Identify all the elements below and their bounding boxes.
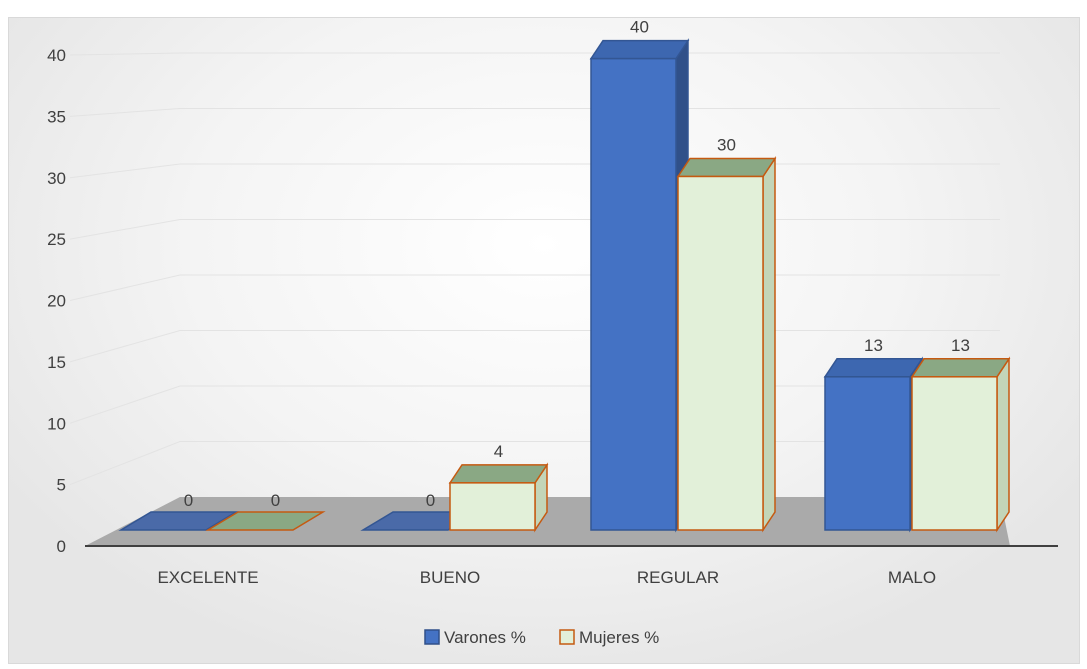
gridline — [69, 163, 1000, 179]
bar-top — [448, 464, 549, 484]
bar-front — [449, 482, 536, 531]
data-label: 13 — [951, 336, 970, 355]
data-label: 13 — [864, 336, 883, 355]
y-tick-label: 25 — [47, 230, 66, 249]
bar-front — [677, 175, 764, 531]
y-tick-label: 15 — [47, 353, 66, 372]
legend-swatch — [424, 629, 440, 645]
bar-front — [911, 376, 998, 531]
x-category-label: EXCELENTE — [157, 568, 258, 587]
y-tick-label: 30 — [47, 169, 66, 188]
bar — [448, 462, 549, 533]
data-label: 30 — [717, 135, 736, 154]
legend-label: Varones % — [444, 628, 526, 647]
gridline — [69, 52, 1000, 56]
y-tick-label: 40 — [47, 46, 66, 65]
bar-top — [910, 358, 1011, 378]
x-category-label: MALO — [888, 568, 936, 587]
data-label: 4 — [494, 442, 503, 461]
y-tick-label: 5 — [57, 476, 66, 495]
y-tick-label: 20 — [47, 292, 66, 311]
y-tick-label: 0 — [57, 537, 66, 556]
chart-area — [8, 17, 1080, 664]
y-axis-ticks: 0 5 10 15 20 25 30 35 40 — [47, 46, 66, 556]
gridline — [69, 274, 1000, 301]
bar-side — [762, 156, 776, 533]
data-label: 0 — [271, 491, 280, 510]
data-label: 0 — [184, 491, 193, 510]
bar — [910, 356, 1011, 533]
bar-front — [590, 57, 677, 531]
bar-flat — [118, 511, 239, 531]
legend: Varones % Mujeres % — [424, 628, 659, 647]
bar-front — [824, 376, 911, 531]
bar — [589, 38, 690, 533]
legend-label: Mujeres % — [579, 628, 659, 647]
gridline — [69, 219, 1000, 240]
floor — [85, 497, 1010, 546]
bar-side — [996, 356, 1010, 533]
bar-top — [823, 358, 924, 378]
legend-swatch — [559, 629, 575, 645]
y-tick-label: 10 — [47, 414, 66, 433]
gridline — [69, 330, 1000, 363]
bar — [676, 156, 777, 533]
data-label: 40 — [630, 18, 649, 37]
y-tick-label: 35 — [47, 107, 66, 126]
bar — [205, 511, 326, 531]
data-labels: 0 0 0 4 40 30 13 13 — [184, 18, 970, 510]
bar-flat — [205, 511, 326, 531]
gridline — [69, 108, 1000, 117]
bar — [118, 511, 239, 531]
x-category-label: BUENO — [420, 568, 480, 587]
bar-top — [589, 39, 690, 60]
bar — [823, 356, 924, 533]
bar-top — [676, 157, 777, 178]
data-label: 0 — [426, 491, 435, 510]
x-category-label: REGULAR — [637, 568, 719, 587]
